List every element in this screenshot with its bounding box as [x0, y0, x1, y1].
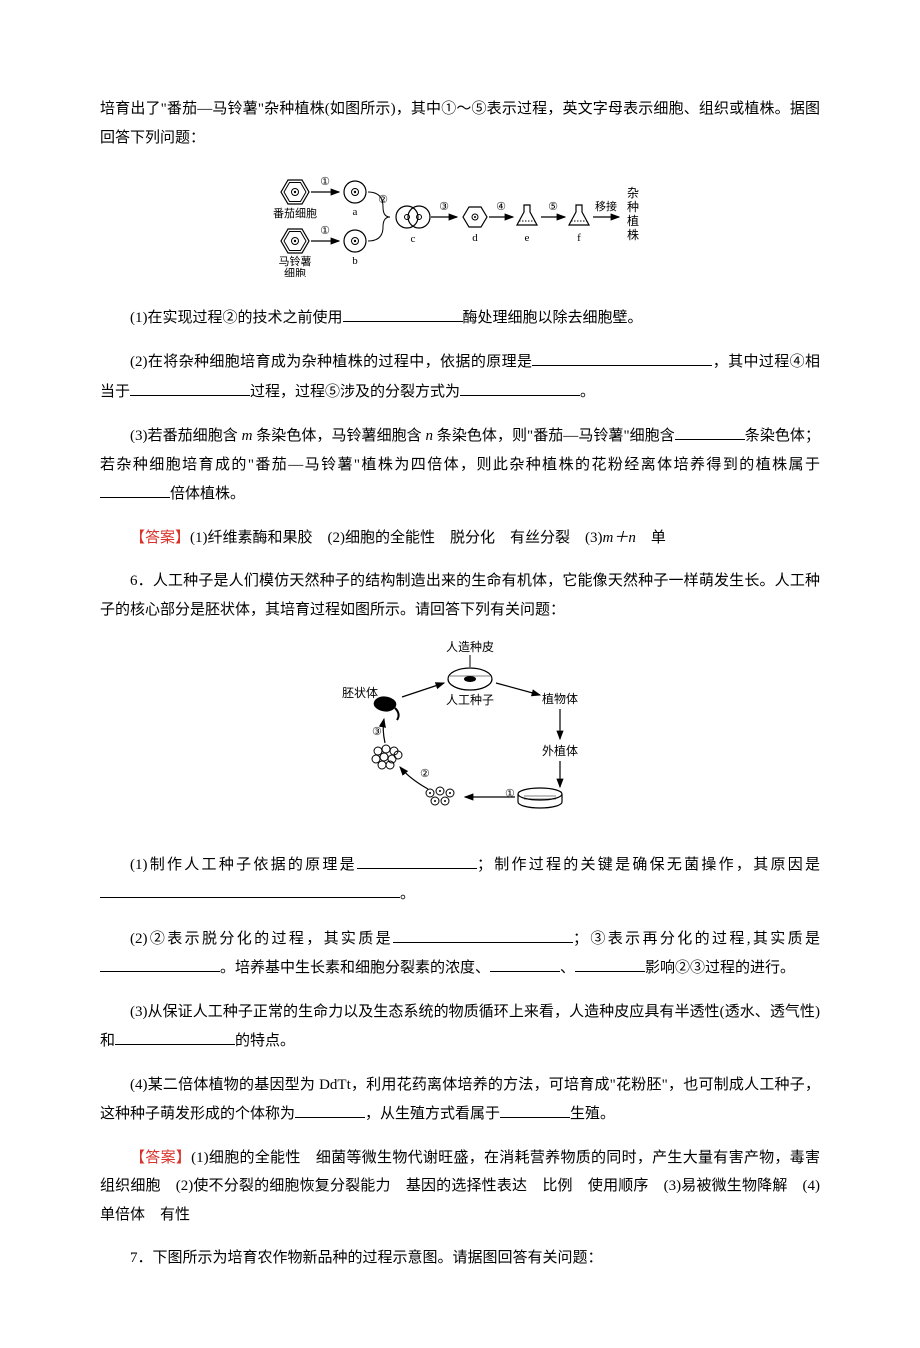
- fig1-circ5: ⑤: [548, 201, 558, 213]
- q6-p4c: 生殖。: [570, 1106, 615, 1122]
- q5-p1b: 酶处理细胞以除去细胞壁。: [463, 310, 643, 326]
- q6-p3: (3)从保证人工种子正常的生命力以及生态系统的物质循环上来看，人造种皮应具有半透…: [100, 998, 820, 1056]
- answer-label: 【答案】: [130, 530, 190, 546]
- q5-p1: (1)在实现过程②的技术之前使用 酶处理细胞以除去细胞壁。: [100, 303, 820, 333]
- blank: [357, 850, 477, 869]
- blank: [500, 1099, 570, 1118]
- blank: [675, 421, 745, 440]
- fig1-circ4: ④: [496, 201, 506, 213]
- page: 培育出了"番茄—马铃薯"杂种植株(如图所示)，其中①～⑤表示过程，英文字母表示细…: [0, 0, 920, 1348]
- q6-p3b: 的特点。: [235, 1033, 295, 1049]
- q5-p2: (2)在将杂种细胞培育成为杂种植株的过程中，依据的原理是，其中过程④相当于过程，…: [100, 347, 820, 406]
- q6-p2: (2)②表示脱分化的过程，其实质是 ；③表示再分化的过程,其实质是。培养基中生长素…: [100, 924, 820, 983]
- fig1-c: c: [411, 233, 416, 245]
- q6-intro: 6．人工种子是人们模仿天然种子的结构制造出来的生命有机体，它能像天然种子一样萌发…: [100, 567, 820, 624]
- q5-p2a: (2)在将杂种细胞培育成为杂种植株的过程中，依据的原理是: [130, 354, 532, 370]
- fig1-potato-label2: 细胞: [284, 267, 306, 277]
- q5-p3c: 条染色体，则"番茄—马铃薯"细胞含: [433, 428, 675, 444]
- fig1-circ1b: ①: [320, 225, 330, 237]
- fig1-circ2: ②: [378, 194, 388, 206]
- fig1-a: a: [353, 206, 358, 218]
- fig1-r4: 株: [627, 227, 639, 242]
- fig2-c3: ③: [372, 726, 382, 738]
- q6-p2b: ；③表示再分化的过程,其实质是: [573, 931, 820, 947]
- blank: [295, 1099, 365, 1118]
- blank: [115, 1026, 235, 1045]
- q6-p2d: 、: [560, 960, 575, 976]
- blank: [130, 377, 250, 396]
- fig1-r1: 杂: [627, 186, 639, 200]
- fig1-circ3: ③: [439, 201, 449, 213]
- var-n: n: [426, 428, 434, 444]
- fig1-graft: 移接: [595, 200, 617, 213]
- q6-p4b: ，从生殖方式看属于: [365, 1106, 500, 1122]
- q6-p2c: 。培养基中生长素和细胞分裂素的浓度、: [220, 960, 490, 976]
- fig1-circ1: ①: [320, 176, 330, 188]
- fig1-f: f: [577, 232, 581, 244]
- q6-answer: 【答案】(1)细胞的全能性 细菌等微生物代谢旺盛，在消耗营养物质的同时，产生大量…: [100, 1144, 820, 1230]
- q5-p2d: 。: [580, 384, 595, 400]
- q6-p1a: (1)制作人工种子依据的原理是: [130, 857, 357, 873]
- intro-para: 培育出了"番茄—马铃薯"杂种植株(如图所示)，其中①～⑤表示过程，英文字母表示细…: [100, 95, 820, 152]
- q5-p3b: 条染色体，马铃薯细胞含: [252, 428, 425, 444]
- q5-p3: (3)若番茄细胞含 m 条染色体，马铃薯细胞含 n 条染色体，则"番茄—马铃薯"…: [100, 421, 820, 509]
- q5-ans-tail: 单: [636, 530, 666, 546]
- q7-intro: 7．下图所示为培育农作物新品种的过程示意图。请据图回答有关问题：: [100, 1244, 820, 1273]
- blank: [393, 924, 573, 943]
- answer-label: 【答案】: [130, 1150, 191, 1166]
- q6-p1c: 。: [400, 886, 415, 902]
- q5-p1a: (1)在实现过程②的技术之前使用: [130, 310, 343, 326]
- q5-p2c: 过程，过程⑤涉及的分裂方式为: [250, 384, 460, 400]
- fig2-c2: ②: [420, 768, 430, 780]
- fig2-seed: 人工种子: [446, 693, 494, 707]
- q6-p1: (1)制作人工种子依据的原理是 ；制作过程的关键是确保无菌操作，其原因是。: [100, 850, 820, 909]
- var-m: m: [242, 428, 253, 444]
- q5-p3a: (3)若番茄细胞含: [130, 428, 242, 444]
- fig1-tomato-label: 番茄细胞: [273, 206, 317, 220]
- figure-1: 番茄细胞 马铃薯 细胞 ① ① a: [100, 167, 820, 288]
- var-mn: m＋n: [603, 530, 636, 546]
- q6-p1b: ；制作过程的关键是确保无菌操作，其原因是: [477, 857, 820, 873]
- q5-p3e: 倍体植株。: [170, 486, 245, 502]
- fig2-explant: 外植体: [542, 743, 578, 758]
- q6-p4: (4)某二倍体植物的基因型为 DdTt，利用花药离体培养的方法，可培育成"花粉胚…: [100, 1071, 820, 1129]
- figure-2: 人造种皮 人工种子 胚状体 植物体 外植体: [100, 639, 820, 835]
- q6-p2e: 影响②③过程的进行。: [645, 960, 795, 976]
- q5-ans-text: (1)纤维素酶和果胶 (2)细胞的全能性 脱分化 有丝分裂 (3): [190, 530, 602, 546]
- q6-ans-text: (1)细胞的全能性 细菌等微生物代谢旺盛，在消耗营养物质的同时，产生大量有害产物…: [100, 1150, 820, 1223]
- fig2-plant: 植物体: [542, 691, 578, 706]
- blank: [490, 953, 560, 972]
- fig1-b: b: [352, 255, 358, 267]
- blank: [100, 953, 220, 972]
- blank: [532, 347, 712, 366]
- fig2-seedcoat: 人造种皮: [446, 640, 494, 654]
- blank: [575, 953, 645, 972]
- fig1-d: d: [472, 232, 478, 244]
- fig2-c1: ①: [505, 788, 515, 800]
- fig1-r2: 种: [627, 200, 639, 214]
- blank: [100, 879, 400, 898]
- blank: [100, 479, 170, 498]
- fig1-e: e: [525, 232, 530, 244]
- blank: [460, 377, 580, 396]
- q5-answer: 【答案】(1)纤维素酶和果胶 (2)细胞的全能性 脱分化 有丝分裂 (3)m＋n…: [100, 524, 820, 553]
- fig1-potato-label1: 马铃薯: [279, 254, 312, 268]
- fig2-embryo: 胚状体: [342, 686, 378, 700]
- fig1-r3: 植: [627, 213, 639, 228]
- q6-p2a: (2)②表示脱分化的过程，其实质是: [130, 931, 393, 947]
- blank: [343, 303, 463, 322]
